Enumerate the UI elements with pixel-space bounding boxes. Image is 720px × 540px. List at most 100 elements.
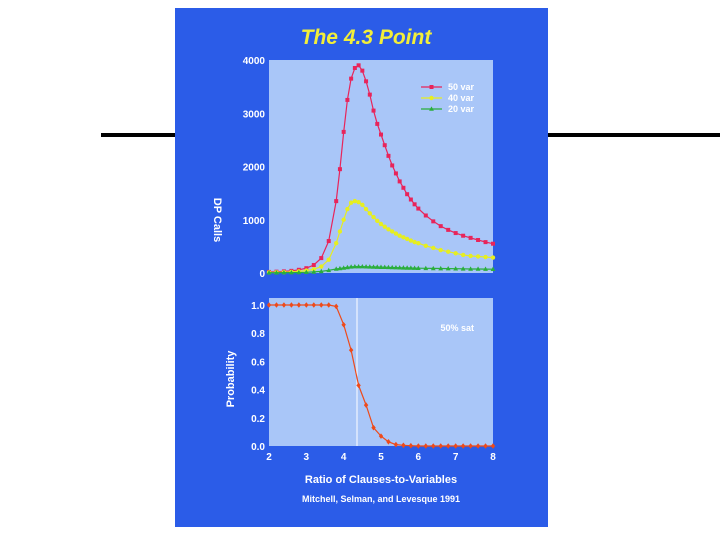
plot2-series-0-point (326, 302, 331, 308)
plot1-series-2-point (374, 264, 380, 269)
plot1-series-0-point (446, 227, 451, 232)
plot1-series-1-point (446, 249, 451, 254)
plot1-series-0-point (382, 143, 387, 148)
plot1-series-1-point (460, 252, 466, 258)
legend-entry-label: 20 var (448, 104, 475, 114)
plot2-series-0-point (378, 433, 384, 439)
plot1-series-0-point (461, 233, 466, 238)
plot2-series-0-point (468, 443, 473, 449)
x-tick-label: 3 (304, 452, 310, 463)
plot1-series-1-point (404, 236, 410, 242)
plot1-series-1-point (363, 206, 369, 212)
plot1-series-2-point (378, 264, 384, 269)
plot1-series-0-point (416, 206, 421, 211)
plot1-series-0-point (379, 132, 383, 137)
plot1-series-0-point (337, 167, 342, 172)
plot2-series-0-point (386, 438, 391, 445)
y-tick-label: 0.0 (251, 442, 265, 453)
y-tick-label: 1.0 (251, 301, 265, 312)
legend-marker (429, 95, 434, 101)
plot1-series-1-point (453, 251, 458, 256)
plot2-series-0-point (348, 347, 354, 353)
plot1-series-2-point (412, 265, 417, 270)
legend-entry-label: 50 var (448, 82, 475, 92)
plot1-series-1-point (348, 200, 354, 205)
plot1-series-1-point (416, 240, 421, 246)
plot1-series-1-point (490, 255, 496, 260)
plot1-series-0-point (412, 202, 417, 207)
plot1-series-0-point (397, 179, 402, 184)
plot1-series-0-point (423, 213, 428, 218)
plot1-series-2-point (438, 265, 444, 271)
plot2-series-0-point (334, 303, 339, 310)
y-tick-label: 0.2 (251, 414, 265, 425)
plot1-series-1-point (375, 218, 380, 224)
plot1-series-0-point (349, 76, 354, 81)
plot1-series-0-point (431, 219, 436, 224)
plot1-series-2-point (352, 264, 358, 269)
plot1-series-0-point (468, 235, 473, 240)
plot2-series-0-point (431, 443, 436, 449)
plot1-series-2-point (397, 265, 403, 270)
slide-title: The 4.3 Point (301, 26, 433, 49)
plot2-series-0-point (490, 443, 496, 449)
plot1-series-0-point (408, 197, 413, 202)
plot1-series-2-point (266, 270, 272, 275)
plot2-series-0-point (475, 443, 481, 449)
plot1-series-0-point (453, 231, 458, 236)
x-tick-label: 8 (490, 452, 496, 463)
plot1-series-1-point (390, 229, 395, 234)
plot1-series-2-point (483, 266, 488, 271)
plot1-series-2-point (359, 264, 365, 269)
plot1-series-1-point (334, 240, 339, 246)
x-tick-label: 4 (341, 452, 347, 463)
x-axis-label: Ratio of Clauses-to-Variables (305, 474, 457, 486)
plot1-series-2-point (389, 264, 395, 270)
plot1-series-2-point (408, 265, 414, 270)
plot1-series-2-point (345, 264, 350, 270)
plot1-series-2-point (337, 265, 343, 271)
plot1-series-2-point (453, 266, 459, 271)
plot1-series-1-point (337, 229, 343, 234)
plot1-series-0-point (438, 224, 443, 229)
left-rule-line (101, 133, 176, 137)
plot1-series-1-point (319, 264, 324, 269)
plot1-series-0-point (483, 240, 488, 245)
x-tick-label: 2 (266, 452, 272, 463)
plot1-series-0-point (405, 192, 410, 197)
y-tick-label: 2000 (243, 163, 266, 174)
plot1-series-1-point (401, 235, 406, 240)
plot1-series-1-point (475, 254, 481, 259)
plot1-series-2-point (281, 270, 287, 275)
plot1-series-2-point (333, 266, 339, 271)
plot2-series-0-point (319, 302, 324, 308)
legend-entry-label: 40 var (448, 93, 475, 103)
plot1-series-2-point (311, 269, 317, 274)
plot2-series-0-point (274, 302, 279, 308)
plot1-series-1-point (360, 202, 365, 208)
plot1-series-2-point (404, 265, 410, 270)
plot1-series-2-point (415, 265, 421, 271)
plot1-series-2-point (326, 267, 332, 273)
plot1-series-2-point (382, 264, 388, 270)
plot1-series-2-point (445, 266, 451, 271)
plot1-series-2-point (296, 269, 302, 275)
plot1-series-1-point (345, 206, 350, 212)
fifty-percent-sat-label: 50% sat (440, 323, 474, 333)
plot2-series-0-point (356, 382, 361, 389)
plot2-series-0-point (423, 443, 428, 449)
plot1-series-2-point (356, 264, 361, 269)
x-tick-label: 5 (378, 452, 384, 463)
plot1-series-1-point (431, 245, 436, 251)
plot1-series-2-point (475, 266, 481, 271)
plot1-series-0-point (311, 263, 316, 268)
plot1-series-2-point (393, 264, 399, 270)
plot2-series-0-point (341, 321, 346, 328)
plot1-series-1-point (341, 217, 346, 222)
y-tick-label: 3000 (243, 109, 266, 120)
plot1-series-1-point (382, 224, 387, 229)
plot2-series-0-point (281, 302, 287, 308)
plot1-series-2-point (289, 269, 294, 275)
plot1-series-1-point (438, 247, 443, 253)
